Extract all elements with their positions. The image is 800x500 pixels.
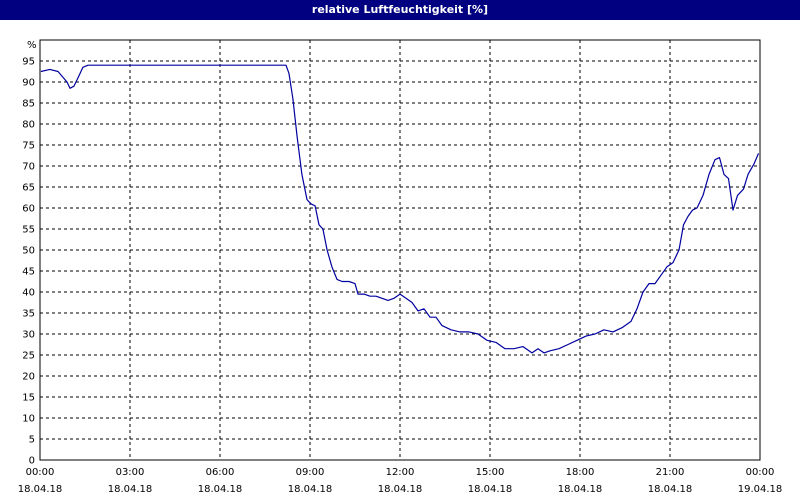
x-tick-time-label: 09:00	[296, 467, 325, 478]
x-tick-date-label: 18.04.18	[648, 484, 693, 495]
y-tick-label: 75	[22, 141, 35, 152]
y-tick-label: 25	[22, 351, 35, 362]
y-tick-label: 45	[22, 267, 35, 278]
series	[40, 64, 760, 354]
y-tick-label: 50	[22, 246, 35, 257]
y-axis-label: %	[27, 40, 37, 51]
y-tick-label: 40	[22, 288, 35, 299]
y-tick-label: 65	[22, 183, 35, 194]
x-tick-date-label: 18.04.18	[468, 484, 513, 495]
x-tick-time-label: 06:00	[206, 467, 235, 478]
x-tick-date-label: 18.04.18	[558, 484, 603, 495]
humidity-chart: 0 5 10 15 20 25 30 35 40 45 50 55 60 65 70 75 80 85 90 95 0…	[18, 39, 783, 495]
x-tick-date-label: 19.04.18	[738, 484, 783, 495]
x-axis: 00:00 18.04.18 03:00 18.04.18 06:00 18.04.18 0…	[18, 467, 783, 495]
y-axis: 0 5 10 15 20 25 30 35 40 45 50 55 60 65 70 75 80 85 90 95	[22, 57, 35, 467]
y-tick-label: 85	[22, 99, 35, 110]
y-tick-label: 90	[22, 78, 35, 89]
x-tick-time-label: 03:00	[116, 467, 145, 478]
grid	[40, 40, 760, 460]
y-tick-label: 95	[22, 57, 35, 68]
series-line-humidity	[40, 64, 760, 354]
y-tick-label: 20	[22, 372, 35, 383]
y-tick-label: 35	[22, 309, 35, 320]
x-tick-time-label: 00:00	[26, 467, 55, 478]
x-tick-date-label: 18.04.18	[198, 484, 243, 495]
x-tick-time-label: 00:00	[746, 467, 775, 478]
x-tick-time-label: 21:00	[656, 467, 685, 478]
y-tick-label: 80	[22, 120, 35, 131]
y-tick-label: 70	[22, 162, 35, 173]
y-tick-label: 0	[29, 456, 35, 467]
chart-title: relative Luftfeuchtigkeit [%]	[0, 0, 800, 20]
x-tick-date-label: 18.04.18	[378, 484, 423, 495]
y-tick-label: 60	[22, 204, 35, 215]
y-tick-label: 15	[22, 393, 35, 404]
y-tick-label: 30	[22, 330, 35, 341]
x-tick-date-label: 18.04.18	[18, 484, 63, 495]
x-tick-date-label: 18.04.18	[288, 484, 333, 495]
y-tick-label: 10	[22, 414, 35, 425]
y-tick-label: 55	[22, 225, 35, 236]
x-tick-time-label: 18:00	[566, 467, 595, 478]
x-tick-time-label: 15:00	[476, 467, 505, 478]
x-tick-time-label: 12:00	[386, 467, 415, 478]
x-tick-date-label: 18.04.18	[108, 484, 153, 495]
y-tick-label: 5	[29, 435, 35, 446]
